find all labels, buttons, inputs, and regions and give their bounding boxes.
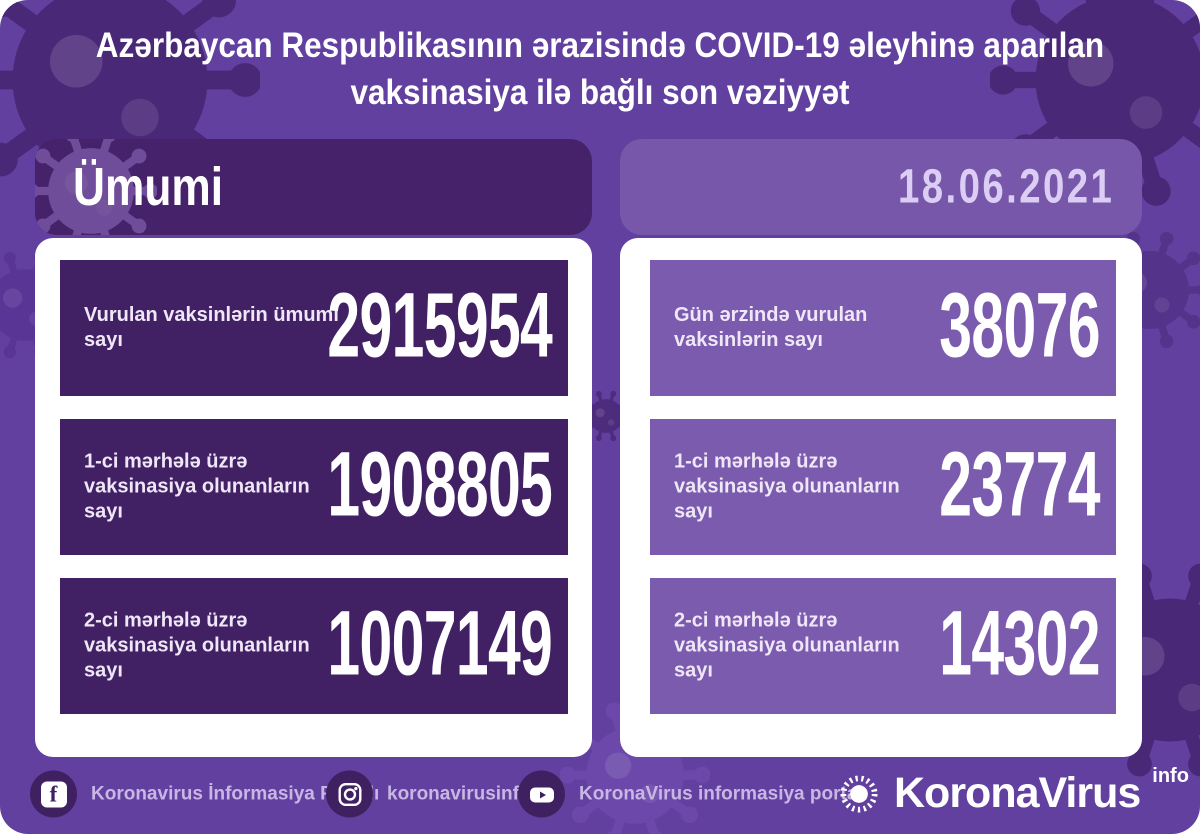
report-date: 18.06.2021 (897, 160, 1114, 214)
facebook-icon: f (30, 770, 77, 818)
youtube-icon (518, 770, 565, 818)
stat-value: 1908805 (327, 433, 552, 536)
total-section-header: Ümumi (35, 139, 592, 235)
facebook-link[interactable]: f Koronavirus İnformasiya Portalı (30, 770, 380, 818)
total-section-title: Ümumi (73, 157, 224, 217)
youtube-link[interactable]: KoronaVirus informasiya portalı (518, 770, 868, 818)
stat-value: 38076 (939, 274, 1100, 377)
poster-title: Azərbaycan Respublikasının ərazisində CO… (0, 22, 1200, 116)
stat-value: 23774 (939, 433, 1100, 536)
instagram-link[interactable]: koronavirusinfoaz (326, 770, 551, 818)
brand-suffix: info (1152, 765, 1189, 787)
stat-label: 1-ci mərhələ üzrə vaksinasiya olunanları… (674, 450, 900, 523)
stat-value: 14302 (939, 592, 1100, 695)
poster-title-line1: Azərbaycan Respublikasının ərazisində CO… (95, 26, 1105, 65)
stat-label: 1-ci mərhələ üzrə vaksinasiya olunanları… (84, 450, 310, 523)
stat-label: 2-ci mərhələ üzrə vaksinasiya olunanları… (84, 609, 310, 682)
instagram-icon (326, 770, 373, 818)
youtube-label: KoronaVirus informasiya portalı (579, 783, 868, 804)
stat-card-daily-first-dose: 1-ci mərhələ üzrə vaksinasiya olunanları… (650, 419, 1116, 555)
stat-card-daily-second-dose: 2-ci mərhələ üzrə vaksinasiya olunanları… (650, 578, 1116, 714)
stat-label: Gün ərzində vurulan vaksinlərin sayı (674, 304, 868, 351)
stat-label: 2-ci mərhələ üzrə vaksinasiya olunanları… (674, 609, 900, 682)
total-stats-panel: Vurulan vaksinlərin ümumi sayı 2915954 1… (35, 238, 592, 757)
virus-sun-icon (840, 775, 878, 813)
stat-label: Vurulan vaksinlərin ümumi sayı (84, 304, 339, 351)
instagram-label: koronavirusinfoaz (387, 783, 551, 804)
footer: f Koronavirus İnformasiya Portalı korona… (0, 754, 1200, 834)
stat-card-daily-vaccines: Gün ərzində vurulan vaksinlərin sayı 380… (650, 260, 1116, 396)
stat-card-total-first-dose: 1-ci mərhələ üzrə vaksinasiya olunanları… (60, 419, 568, 555)
brand-name: KoronaVirus (894, 769, 1141, 817)
stat-value: 2915954 (327, 274, 552, 377)
koronavirus-info-logo[interactable]: KoronaVirus info (834, 765, 1189, 819)
daily-section-header: 18.06.2021 (620, 139, 1142, 235)
stat-card-total-vaccines: Vurulan vaksinlərin ümumi sayı 2915954 (60, 260, 568, 396)
daily-stats-panel: Gün ərzində vurulan vaksinlərin sayı 380… (620, 238, 1142, 757)
facebook-label: Koronavirus İnformasiya Portalı (91, 783, 380, 804)
poster-title-line2: vaksinasiya ilə bağlı son vəziyyət (350, 73, 850, 112)
stat-value: 1007149 (327, 592, 552, 695)
stat-card-total-second-dose: 2-ci mərhələ üzrə vaksinasiya olunanları… (60, 578, 568, 714)
